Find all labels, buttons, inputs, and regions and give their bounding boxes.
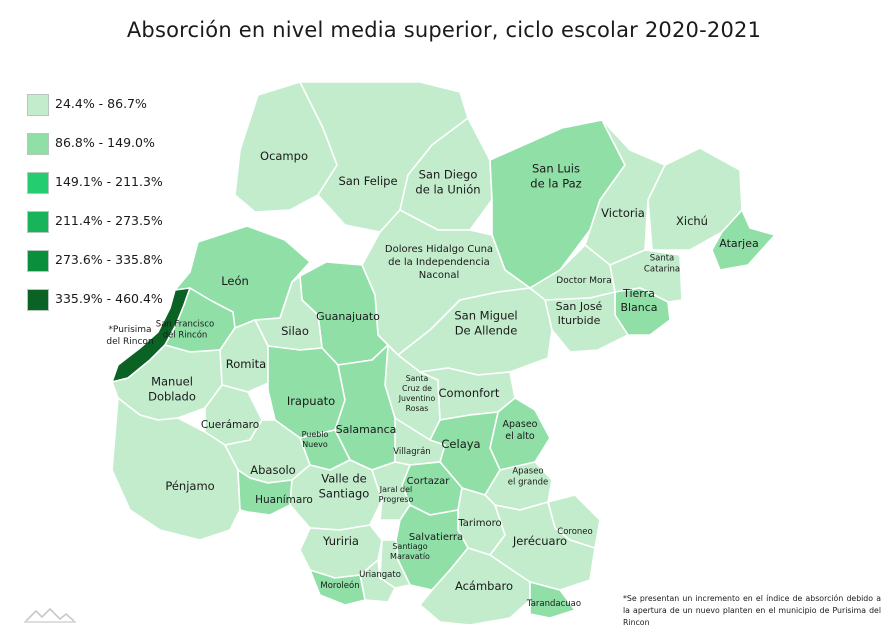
label-xichu: Xichú bbox=[676, 214, 708, 228]
label-san-luis-paz: San Luis de la Paz bbox=[530, 162, 581, 191]
label-ocampo: Ocampo bbox=[260, 149, 308, 163]
label-san-francisco: San Francisco del Rincón bbox=[156, 319, 214, 340]
legend-label: 273.6% - 335.8% bbox=[55, 252, 163, 267]
legend-label: 86.8% - 149.0% bbox=[55, 135, 155, 150]
label-san-jose-iturbide: San José Iturbide bbox=[556, 300, 603, 327]
label-guanajuato: Guanajuato bbox=[316, 310, 380, 323]
legend-swatch bbox=[27, 133, 49, 155]
legend-swatch bbox=[27, 250, 49, 272]
label-coroneo: Coroneo bbox=[557, 527, 592, 537]
label-silao: Silao bbox=[281, 324, 309, 338]
label-apaseo-grande: Apaseo el grande bbox=[508, 466, 548, 487]
legend-label: 149.1% - 211.3% bbox=[55, 174, 163, 189]
label-dolores: Dolores Hidalgo Cuna de la Independencia N… bbox=[385, 244, 493, 281]
label-irapuato: Irapuato bbox=[287, 394, 335, 408]
legend-swatch bbox=[27, 289, 49, 311]
legend-swatch bbox=[27, 172, 49, 194]
label-doctor-mora: Doctor Mora bbox=[556, 276, 611, 286]
label-moroleon: Moroleón bbox=[320, 580, 359, 591]
municipality-atarjea bbox=[711, 209, 776, 271]
footnote: *Se presentan un incremento en el índice… bbox=[623, 594, 881, 627]
label-jerecuaro: Jerécuaro bbox=[512, 534, 567, 548]
municipality-moroleon bbox=[309, 569, 366, 606]
label-santa-cruz: Santa Cruz de Juventino Rosas bbox=[398, 374, 436, 413]
label-uriangato: Uriangato bbox=[359, 570, 401, 580]
label-atarjea: Atarjea bbox=[719, 237, 758, 250]
legend-swatch bbox=[27, 211, 49, 233]
legend-label: 211.4% - 273.5% bbox=[55, 213, 163, 228]
legend-swatch bbox=[27, 94, 49, 116]
label-huanimaro: Huanímaro bbox=[255, 494, 313, 506]
label-manuel-doblado: Manuel Doblado bbox=[148, 375, 196, 404]
label-cortazar: Cortazar bbox=[407, 476, 451, 487]
label-yuriria: Yuriria bbox=[322, 534, 359, 548]
label-penjamo: Pénjamo bbox=[165, 479, 214, 493]
label-comonfort: Comonfort bbox=[439, 386, 500, 400]
municipality-san-jose-iturbide bbox=[544, 291, 629, 353]
label-jaral: Jaral del Progreso bbox=[379, 485, 414, 504]
label-valle-santiago: Valle de Santiago bbox=[319, 472, 370, 501]
label-salamanca: Salamanca bbox=[336, 423, 397, 436]
label-leon: León bbox=[221, 274, 249, 288]
label-san-felipe: San Felipe bbox=[338, 174, 397, 188]
label-villagran: Villagrán bbox=[393, 447, 430, 457]
label-romita: Romita bbox=[226, 357, 266, 371]
label-tarandacuao: Tarandacuao bbox=[526, 599, 581, 609]
map-title: Absorción en nivel media superior, ciclo… bbox=[126, 18, 762, 42]
label-salvatierra: Salvatierra bbox=[409, 532, 463, 543]
label-purisima: *Purisima del Rincon bbox=[106, 325, 153, 347]
label-cueramaro: Cuerámaro bbox=[201, 419, 259, 431]
legend-label: 335.9% - 460.4% bbox=[55, 291, 163, 306]
label-celaya: Celaya bbox=[441, 437, 480, 451]
label-acambaro: Acámbaro bbox=[455, 579, 513, 593]
logo-mark bbox=[24, 608, 76, 623]
label-pueblo-nuevo: Pueblo Nuevo bbox=[302, 430, 329, 449]
label-tierra-blanca: Tierra Blanca bbox=[620, 287, 657, 314]
legend-label: 24.4% - 86.7% bbox=[55, 96, 147, 111]
municipality-tarandacuao bbox=[529, 581, 576, 619]
label-santa-catarina: Santa Catarina bbox=[644, 253, 680, 274]
label-apaseo-alto: Apaseo el alto bbox=[503, 419, 538, 442]
label-san-diego: San Diego de la Unión bbox=[415, 168, 480, 197]
municipality-san-luis-paz bbox=[489, 119, 626, 289]
label-san-miguel: San Miguel De Allende bbox=[454, 309, 517, 338]
label-abasolo: Abasolo bbox=[250, 463, 295, 477]
label-victoria: Victoria bbox=[601, 206, 645, 220]
label-santiago-maravatio: Santiago Maravatío bbox=[390, 542, 430, 561]
label-tarimoro: Tarimoro bbox=[457, 518, 501, 529]
